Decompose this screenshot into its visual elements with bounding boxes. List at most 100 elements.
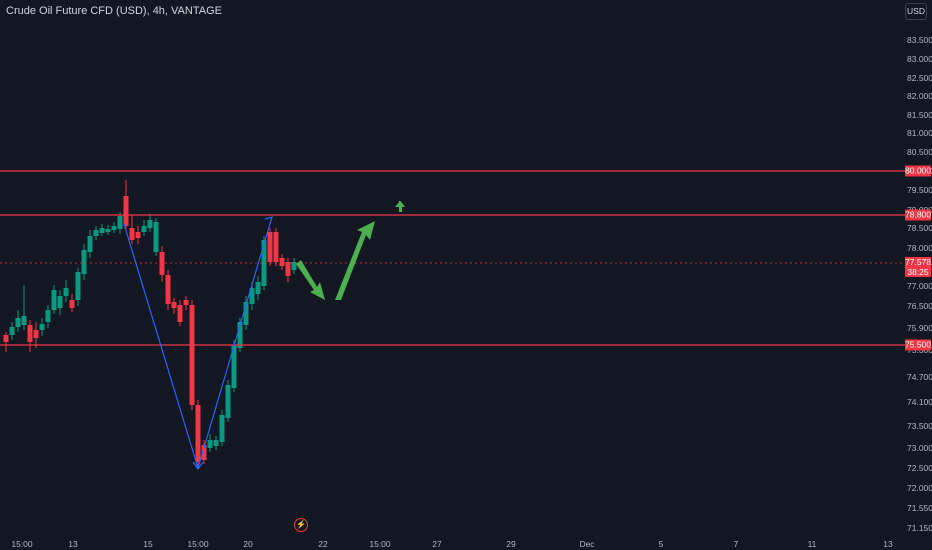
time-tick-label: 15:00 [187, 539, 209, 549]
candle-body[interactable] [285, 262, 291, 276]
price-tick-label: 72.500 [907, 463, 932, 473]
price-tick-label: 74.700 [907, 372, 932, 382]
price-tick-label: 78.000 [907, 243, 932, 253]
time-tick-label: 15 [143, 539, 153, 549]
current-price-value: 77.578 [905, 257, 931, 267]
candle-body[interactable] [255, 282, 261, 294]
candle-body[interactable] [261, 240, 267, 286]
price-tick-label: 79.500 [907, 185, 932, 195]
middle-level-price-tag: 78.800 [905, 209, 931, 221]
time-tick-label: Dec [579, 539, 595, 549]
candle-body[interactable] [135, 232, 141, 238]
candle-body[interactable] [273, 232, 279, 262]
time-tick-label: 22 [318, 539, 328, 549]
candle-body[interactable] [9, 327, 15, 335]
candle-body[interactable] [243, 302, 249, 325]
lower-level-price-tag: 75.500 [905, 339, 931, 351]
candle-body[interactable] [195, 405, 201, 462]
time-tick-label: 5 [658, 539, 664, 549]
price-tick-label: 71.550 [907, 503, 932, 513]
upper-level-price-tag: 80.000 [905, 165, 931, 177]
price-tick-label: 71.150 [907, 523, 932, 533]
time-tick-label: 15:00 [11, 539, 33, 549]
candle-body[interactable] [141, 226, 147, 232]
candle-body[interactable] [15, 318, 21, 327]
candle-body[interactable] [183, 300, 189, 305]
price-tick-label: 82.000 [907, 91, 932, 101]
candle-body[interactable] [237, 322, 243, 348]
candle-body[interactable] [219, 415, 225, 442]
candle-body[interactable] [123, 196, 129, 226]
price-tick-label: 77.000 [907, 281, 932, 291]
price-tick-label: 83.500 [907, 35, 932, 45]
candle-body[interactable] [33, 330, 39, 338]
chart-title: Crude Oil Future CFD (USD), 4h, VANTAGE [6, 5, 222, 17]
candle-body[interactable] [117, 216, 123, 229]
candle-body[interactable] [153, 222, 159, 252]
lightning-icon[interactable]: ⚡ [294, 518, 308, 532]
candle-body[interactable] [201, 445, 207, 460]
candle-body[interactable] [111, 226, 117, 230]
time-tick-label: 13 [68, 539, 78, 549]
candle-body[interactable] [105, 229, 111, 232]
candle-body[interactable] [279, 258, 285, 266]
time-tick-label: 27 [432, 539, 442, 549]
candle-body[interactable] [39, 324, 45, 330]
candle-body[interactable] [69, 300, 75, 308]
price-tick-label: 80.500 [907, 147, 932, 157]
countdown-timer: 38:25 [907, 267, 929, 277]
candle-body[interactable] [45, 310, 51, 322]
time-tick-label: 15:00 [369, 539, 391, 549]
price-tick-label: 81.000 [907, 128, 932, 138]
candle-body[interactable] [165, 275, 171, 304]
price-tick-label: 82.500 [907, 73, 932, 83]
candle-body[interactable] [147, 220, 153, 228]
candle-body[interactable] [207, 440, 213, 448]
time-tick-label: 7 [733, 539, 739, 549]
price-tick-label: 83.000 [907, 54, 932, 64]
candle-body[interactable] [249, 288, 255, 304]
swing-start-marker [192, 461, 204, 471]
candle-body[interactable] [291, 262, 297, 270]
candle-body[interactable] [99, 228, 105, 233]
candle-body[interactable] [51, 290, 57, 310]
candle-body[interactable] [87, 236, 93, 252]
time-tick-label: 29 [506, 539, 516, 549]
projection-arrow-up[interactable] [335, 221, 375, 300]
price-tick-label: 75.900 [907, 323, 932, 333]
candle-body[interactable] [129, 228, 135, 240]
candle-body[interactable] [57, 296, 63, 308]
time-tick-label: 20 [243, 539, 253, 549]
candle-body[interactable] [267, 232, 273, 262]
candle-body[interactable] [225, 385, 231, 418]
candle-body[interactable] [3, 335, 9, 342]
currency-button[interactable]: USD [905, 3, 927, 20]
candle-body[interactable] [159, 252, 165, 275]
swing-arrow-head [264, 216, 273, 225]
candle-body[interactable] [189, 305, 195, 405]
candle-body[interactable] [81, 250, 87, 274]
price-tick-label: 74.100 [907, 397, 932, 407]
candles-layer [3, 180, 297, 468]
candle-body[interactable] [21, 316, 27, 325]
candle-body[interactable] [27, 325, 33, 342]
swing-line-down[interactable] [123, 223, 199, 469]
projection-arrow-small-head [395, 201, 405, 207]
price-tick-label: 76.500 [907, 301, 932, 311]
price-tick-label: 81.500 [907, 110, 932, 120]
projection-arrow-down[interactable] [296, 260, 325, 300]
price-tick-label: 72.000 [907, 483, 932, 493]
candle-body[interactable] [231, 345, 237, 388]
candle-body[interactable] [213, 440, 219, 446]
price-tick-label: 73.500 [907, 421, 932, 431]
price-tick-label: 78.500 [907, 223, 932, 233]
candle-body[interactable] [63, 288, 69, 296]
candle-body[interactable] [171, 302, 177, 308]
candle-body[interactable] [177, 305, 183, 322]
time-tick-label: 11 [807, 539, 817, 549]
candle-body[interactable] [93, 230, 99, 236]
current-price-tag: 77.578 38:25 [905, 257, 931, 277]
swing-line-up[interactable] [197, 216, 273, 469]
candle-body[interactable] [75, 272, 81, 300]
